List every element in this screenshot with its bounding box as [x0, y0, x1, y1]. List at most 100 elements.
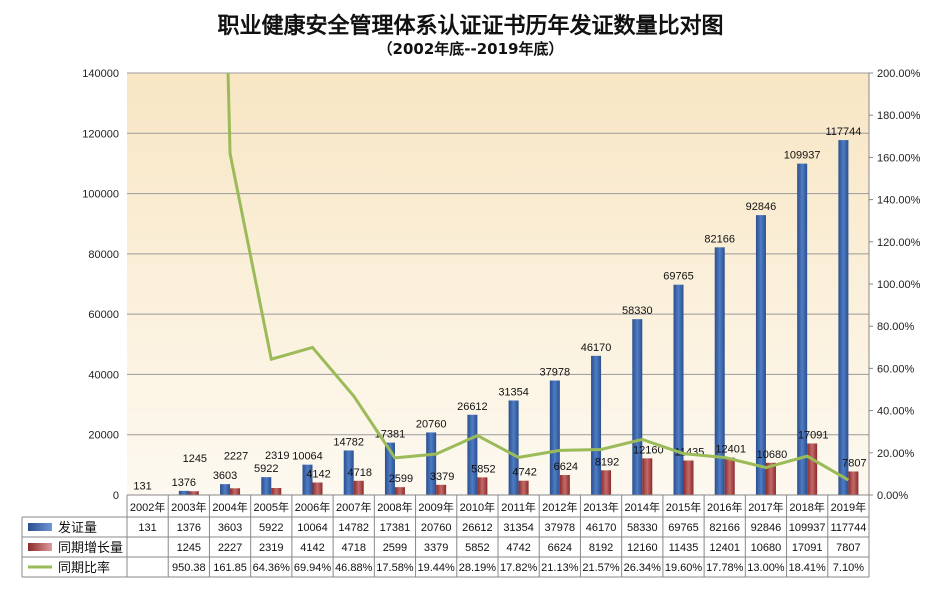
- right-axis-tick-label: 20.00%: [877, 448, 915, 460]
- x-axis-category-label: 2017年: [748, 500, 783, 514]
- bar-issued-label: 46170: [581, 342, 612, 354]
- bar-issued-label: 92846: [746, 201, 777, 213]
- bar-issued-label: 131: [133, 481, 151, 493]
- x-axis-category-label: 2010年: [460, 500, 495, 514]
- table-cell: 1245: [177, 542, 201, 554]
- table-cell: 26.34%: [624, 562, 662, 574]
- bar-issued: [797, 163, 808, 495]
- bar-growth-label: 1245: [183, 453, 207, 465]
- right-axis-tick-label: 140.00%: [877, 195, 921, 207]
- table-cell: 26612: [462, 522, 493, 534]
- bar-issued: [302, 464, 313, 495]
- left-axis-tick-label: 0: [113, 490, 119, 502]
- bar-growth: [683, 460, 694, 495]
- bar-issued: [714, 247, 725, 495]
- legend-growth-swatch: [28, 543, 52, 551]
- bar-growth-label: 4142: [306, 469, 330, 481]
- x-axis-category-label: 2008年: [377, 500, 412, 514]
- table-cell: 46170: [586, 522, 617, 534]
- legend-label: 同期增长量: [58, 540, 123, 555]
- bar-growth: [230, 488, 241, 495]
- x-axis-category-label: 2003年: [171, 500, 206, 514]
- bar-growth: [394, 487, 405, 495]
- table-cell: 21.57%: [582, 562, 620, 574]
- legend-issued-swatch: [28, 523, 52, 531]
- left-axis-tick-label: 140000: [82, 68, 119, 80]
- bar-growth-label: 2319: [265, 450, 289, 462]
- left-axis-tick-label: 20000: [88, 430, 119, 442]
- table-cell: 5852: [465, 542, 489, 554]
- left-axis-tick-label: 60000: [88, 309, 119, 321]
- bar-issued-label: 10064: [292, 451, 323, 463]
- table-cell: 17381: [380, 522, 411, 534]
- right-axis-tick-label: 120.00%: [877, 237, 921, 249]
- x-axis-category-label: 2009年: [418, 500, 453, 514]
- bar-growth-label: 4718: [347, 467, 371, 479]
- right-axis-tick-label: 200.00%: [877, 68, 921, 80]
- bar-issued: [343, 450, 354, 495]
- bar-growth-label: 8192: [595, 456, 619, 468]
- bar-issued: [178, 490, 189, 495]
- table-cell: 7807: [836, 542, 860, 554]
- table-cell: 17.82%: [500, 562, 538, 574]
- right-axis-tick-label: 80.00%: [877, 321, 915, 333]
- bar-issued-label: 58330: [622, 305, 653, 317]
- table-cell: 7.10%: [833, 562, 864, 574]
- bar-growth: [271, 488, 282, 495]
- x-axis-category-label: 2011年: [501, 500, 536, 514]
- bar-growth-label: 17091: [798, 429, 829, 441]
- x-axis-category-label: 2016年: [707, 500, 742, 514]
- bar-issued: [632, 319, 643, 495]
- table-cell: 131: [138, 522, 156, 534]
- table-cell: 4718: [341, 542, 365, 554]
- x-axis-category-label: 2004年: [212, 500, 247, 514]
- table-cell: 28.19%: [459, 562, 497, 574]
- bar-growth: [436, 484, 447, 495]
- bar-issued: [261, 477, 272, 495]
- bar-issued: [591, 355, 602, 495]
- bar-issued-label: 37978: [540, 367, 571, 379]
- table-cell: 21.13%: [541, 562, 579, 574]
- bar-growth: [518, 480, 529, 495]
- left-axis-tick-label: 100000: [82, 189, 119, 201]
- table-cell: 69765: [668, 522, 699, 534]
- bar-growth: [642, 458, 653, 495]
- plot-area: [127, 73, 869, 495]
- bar-growth: [848, 471, 859, 495]
- legend-label: 同期比率: [58, 560, 110, 575]
- right-axis-tick-label: 100.00%: [877, 279, 921, 291]
- legend-label: 发证量: [58, 520, 97, 535]
- bar-growth: [477, 477, 488, 495]
- x-axis-category-label: 2019年: [831, 500, 866, 514]
- bar-growth-label: 12401: [715, 444, 746, 456]
- table-cell: 117744: [830, 522, 866, 534]
- table-cell: 13.00%: [747, 562, 785, 574]
- table-cell: 2227: [218, 542, 242, 554]
- right-axis-tick-label: 0.00%: [877, 490, 908, 502]
- table-cell: 14782: [338, 522, 369, 534]
- bar-issued-label: 5922: [254, 463, 278, 475]
- right-axis-tick-label: 160.00%: [877, 152, 921, 164]
- table-cell: 6624: [548, 542, 572, 554]
- x-axis-category-label: 2007年: [336, 500, 371, 514]
- table-cell: 31354: [503, 522, 534, 534]
- table-cell: 10680: [751, 542, 782, 554]
- bar-issued-label: 82166: [704, 233, 735, 245]
- chart-title: 职业健康安全管理体系认证证书历年发证数量比对图: [217, 14, 724, 39]
- bar-issued: [673, 284, 684, 495]
- bar-growth: [559, 475, 570, 495]
- table-cell: 11435: [669, 542, 699, 554]
- table-cell: 2319: [259, 542, 283, 554]
- x-axis-category-label: 2005年: [254, 500, 289, 514]
- left-axis-tick-label: 40000: [88, 369, 119, 381]
- table-cell: 2599: [383, 542, 407, 554]
- bar-growth-label: 4742: [512, 467, 536, 479]
- table-cell: 19.60%: [665, 562, 703, 574]
- bar-issued-label: 31354: [498, 386, 529, 398]
- table-cell: 8192: [589, 542, 613, 554]
- left-axis-tick-label: 120000: [82, 128, 119, 140]
- table-cell: 12401: [709, 542, 740, 554]
- bar-growth-label: 3379: [430, 471, 454, 483]
